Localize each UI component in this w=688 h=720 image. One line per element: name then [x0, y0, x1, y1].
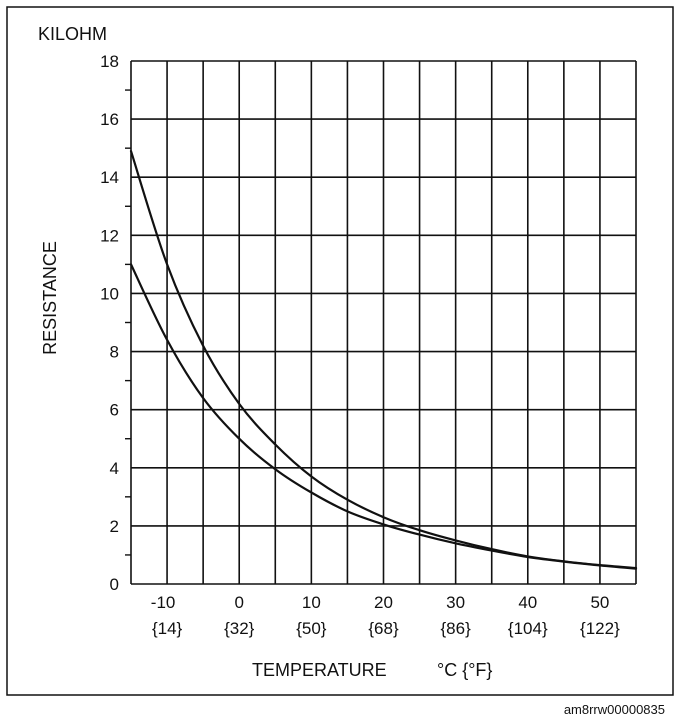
x-tick-label-celsius: 30: [446, 593, 465, 612]
x-tick-label-celsius: 50: [590, 593, 609, 612]
x-tick-label-fahrenheit: {122}: [580, 619, 620, 638]
x-axis-title: TEMPERATURE: [252, 660, 387, 680]
y-tick-label: 6: [110, 401, 119, 420]
y-tick-label: 10: [100, 284, 119, 303]
y-axis-title: RESISTANCE: [40, 241, 60, 355]
x-tick-label-celsius: 10: [302, 593, 321, 612]
x-tick-label-fahrenheit: {14}: [152, 619, 183, 638]
x-tick-label-fahrenheit: {68}: [368, 619, 399, 638]
y-tick-label: 14: [100, 168, 119, 187]
outer-frame: [6, 6, 674, 696]
x-tick-label-celsius: 0: [234, 593, 243, 612]
x-tick-label-fahrenheit: {86}: [441, 619, 472, 638]
x-tick-label-celsius: 20: [374, 593, 393, 612]
x-tick-label-fahrenheit: {32}: [224, 619, 255, 638]
y-tick-label: 8: [110, 343, 119, 362]
series-line-lower-limit: [129, 263, 638, 570]
y-tick-labels: 0 2 4 6 8 10 12 14 16 18: [100, 52, 119, 594]
x-tick-label-celsius: 40: [518, 593, 537, 612]
x-tick-label-celsius: -10: [151, 593, 176, 612]
y-tick-label: 2: [110, 517, 119, 536]
x-axis-units: °C {°F}: [437, 660, 492, 680]
grid: [125, 60, 637, 585]
y-unit-label: KILOHM: [38, 24, 107, 44]
catalog-code: am8rrw00000835: [564, 702, 665, 717]
y-tick-label: 18: [100, 52, 119, 71]
y-tick-label: 0: [110, 575, 119, 594]
x-tick-label-fahrenheit: {104}: [508, 619, 548, 638]
curves: [129, 150, 638, 570]
y-tick-label: 4: [110, 459, 119, 478]
y-tick-label: 12: [100, 226, 119, 245]
x-tick-labels: -10 {14} 0 {32} 10 {50} 20 {68} 30 {86} 40 {104} 50 {…: [151, 593, 620, 638]
y-tick-label: 16: [100, 110, 119, 129]
x-tick-label-fahrenheit: {50}: [296, 619, 327, 638]
